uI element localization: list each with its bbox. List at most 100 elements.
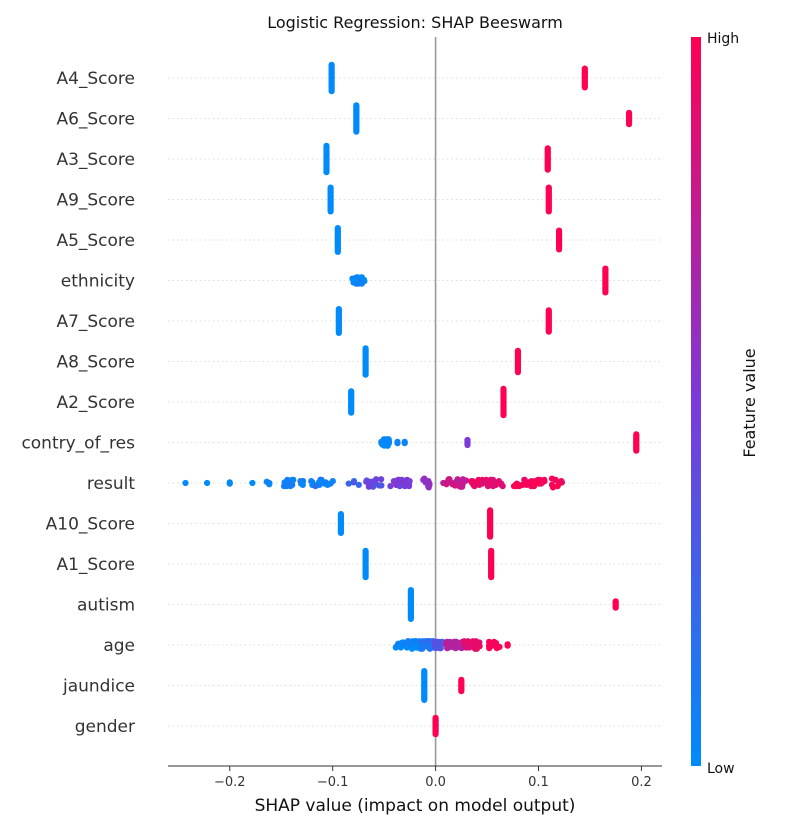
point-autism-1-5 (612, 604, 619, 611)
point-A7_Score-1-17 (545, 328, 552, 335)
point-A10_Score-0-15 (337, 529, 344, 536)
point-result-7-2 (345, 480, 352, 487)
point-A9_Score-1-19 (545, 208, 552, 215)
point-ethnicity-1-19 (602, 289, 609, 296)
feature-label-A9_Score: A9_Score (56, 191, 135, 211)
point-result-2-1 (226, 480, 233, 487)
feature-label-A4_Score: A4_Score (56, 69, 135, 89)
point-age-0-8 (397, 644, 404, 651)
point-contry_of_res-0-33 (384, 442, 391, 449)
feature-label-A3_Score: A3_Score (56, 150, 135, 170)
point-age-2-48 (426, 645, 433, 652)
point-ethnicity-0-22 (358, 280, 365, 287)
point-result-12-31 (489, 483, 497, 490)
point-gender-1-13 (432, 731, 439, 738)
point-result-13-29 (510, 483, 518, 490)
chart-title: Logistic Regression: SHAP Beeswarm (267, 13, 563, 32)
point-result-1-0 (204, 479, 211, 487)
point-A4_Score-1-15 (581, 84, 588, 91)
point-result-7-1 (350, 479, 357, 486)
point-age-2-49 (419, 645, 426, 652)
point-result-12-32 (471, 483, 478, 490)
point-result-13-26 (528, 483, 535, 490)
point-result-0-0 (182, 479, 189, 487)
point-result-13-18 (535, 480, 543, 487)
point-result-13-21 (523, 481, 530, 488)
point-result-7-3 (355, 481, 362, 488)
point-result-6-12 (324, 481, 331, 488)
point-age-3-29 (436, 645, 444, 652)
point-A9_Score-0-19 (327, 208, 334, 215)
point-age-1-49 (408, 645, 416, 652)
point-result-11-16 (443, 481, 450, 488)
point-A6_Score-1-9 (625, 121, 633, 128)
point-A6_Score-0-21 (353, 128, 360, 135)
x-tick-label-0: −0.2 (214, 775, 246, 790)
shap-points (182, 61, 640, 738)
point-result-12-28 (476, 481, 483, 488)
feature-label-gender: gender (75, 717, 135, 737)
point-A8_Score-0-21 (362, 371, 369, 378)
point-A5_Score-0-19 (334, 248, 341, 255)
point-result-8-13 (365, 483, 372, 490)
point-result-10-7 (425, 484, 432, 491)
point-result-14-7 (549, 484, 557, 491)
point-ethnicity-0-23 (352, 280, 360, 287)
point-contry_of_res-3-4 (464, 441, 471, 449)
point-result-9-23 (387, 483, 394, 490)
feature-label-A8_Score: A8_Score (56, 353, 135, 373)
point-result-8-12 (370, 483, 377, 490)
point-A5_Score-1-15 (555, 246, 563, 253)
point-A8_Score-1-17 (514, 369, 522, 376)
feature-label-A6_Score: A6_Score (56, 110, 135, 130)
feature-label-contry_of_res: contry_of_res (21, 434, 135, 454)
point-age-5-22 (466, 644, 473, 651)
point-result-3-0 (249, 479, 256, 487)
feature-label-result: result (87, 474, 135, 494)
point-A3_Score-1-17 (544, 166, 551, 173)
point-age-6-10 (493, 645, 500, 652)
point-A1_Score-1-21 (488, 574, 495, 581)
feature-label-A7_Score: A7_Score (56, 312, 135, 332)
colorbar-high-label: High (707, 31, 739, 47)
point-result-8-1 (378, 476, 385, 483)
x-tick-label-2: 0.0 (425, 775, 446, 790)
feature-label-age: age (103, 636, 135, 656)
x-tick-label-4: 0.2 (631, 775, 652, 790)
point-A10_Score-1-21 (487, 533, 494, 540)
colorbar-low-label: Low (707, 761, 735, 777)
point-contry_of_res-4-13 (633, 447, 640, 454)
point-result-11-23 (452, 482, 459, 489)
feature-label-A1_Score: A1_Score (56, 555, 135, 575)
point-A7_Score-0-19 (335, 329, 342, 336)
point-result-9-21 (405, 483, 413, 490)
point-A2_Score-1-21 (500, 412, 507, 419)
point-age-4-38 (444, 645, 451, 652)
feature-label-A2_Score: A2_Score (56, 393, 135, 413)
point-result-12-33 (499, 483, 506, 490)
point-age-4-39 (452, 645, 459, 652)
point-A1_Score-0-21 (362, 574, 369, 581)
point-contry_of_res-1-1 (394, 440, 401, 447)
x-ticks: −0.2 −0.1 0.0 0.1 0.2 (214, 766, 652, 790)
point-result-12-30 (484, 483, 492, 490)
point-result-5-13 (299, 481, 306, 488)
colorbar: High Low Feature value (691, 31, 759, 777)
x-axis: −0.2 −0.1 0.0 0.1 0.2 (168, 765, 662, 790)
point-result-11-25 (459, 483, 466, 490)
point-result-4-2 (266, 481, 273, 488)
point-A3_Score-0-21 (323, 169, 330, 176)
feature-labels: A4_Score A6_Score A3_Score A9_Score A5_Score… (21, 69, 135, 737)
point-result-5-17 (287, 483, 294, 490)
colorbar-title: Feature value (740, 348, 759, 457)
colorbar-gradient (691, 37, 701, 766)
feature-label-ethnicity: ethnicity (61, 272, 135, 292)
x-tick-label-1: −0.1 (317, 775, 349, 790)
feature-label-A10_Score: A10_Score (46, 515, 135, 535)
point-autism-0-23 (407, 615, 414, 622)
x-tick-label-3: 0.1 (528, 775, 549, 790)
point-A2_Score-0-17 (348, 409, 355, 416)
feature-label-jaundice: jaundice (62, 677, 135, 697)
point-result-6-15 (312, 483, 319, 490)
